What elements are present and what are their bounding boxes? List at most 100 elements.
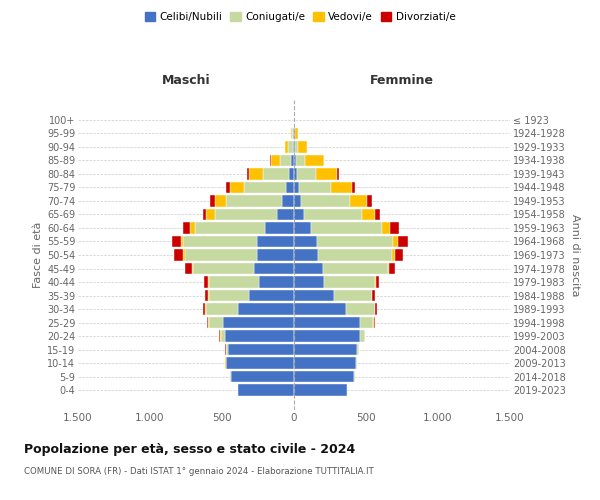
Bar bbox=[296, 154, 305, 166]
Bar bbox=[294, 371, 355, 382]
Bar bbox=[209, 290, 250, 302]
Bar bbox=[294, 276, 324, 288]
Y-axis label: Anni di nascita: Anni di nascita bbox=[569, 214, 580, 296]
Bar bbox=[208, 276, 209, 288]
Legend: Celibi/Nubili, Coniugati/e, Vedovi/e, Divorziati/e: Celibi/Nubili, Coniugati/e, Vedovi/e, Di… bbox=[140, 8, 460, 26]
Bar bbox=[254, 263, 294, 274]
Bar bbox=[294, 154, 296, 166]
Bar bbox=[316, 168, 337, 179]
Bar bbox=[350, 195, 367, 206]
Bar bbox=[225, 330, 294, 342]
Bar bbox=[324, 276, 374, 288]
Bar bbox=[203, 304, 205, 315]
Bar bbox=[257, 236, 294, 247]
Bar bbox=[226, 195, 283, 206]
Bar bbox=[367, 195, 373, 206]
Bar bbox=[294, 222, 311, 234]
Bar bbox=[294, 290, 334, 302]
Bar bbox=[294, 250, 319, 260]
Bar bbox=[319, 250, 392, 260]
Bar bbox=[294, 330, 360, 342]
Bar bbox=[295, 128, 298, 139]
Bar bbox=[291, 154, 294, 166]
Bar bbox=[286, 141, 288, 152]
Bar bbox=[286, 182, 294, 193]
Bar bbox=[394, 236, 398, 247]
Bar bbox=[204, 276, 208, 288]
Bar bbox=[294, 128, 295, 139]
Bar bbox=[311, 222, 382, 234]
Bar bbox=[223, 317, 294, 328]
Bar bbox=[382, 222, 391, 234]
Bar bbox=[205, 290, 208, 302]
Text: COMUNE DI SORA (FR) - Dati ISTAT 1° gennaio 2024 - Elaborazione TUTTITALIA.IT: COMUNE DI SORA (FR) - Dati ISTAT 1° genn… bbox=[24, 468, 374, 476]
Bar bbox=[185, 250, 257, 260]
Bar bbox=[301, 195, 350, 206]
Bar bbox=[209, 276, 259, 288]
Bar bbox=[293, 128, 294, 139]
Bar bbox=[294, 168, 297, 179]
Bar bbox=[294, 317, 360, 328]
Bar bbox=[298, 141, 307, 152]
Bar bbox=[248, 168, 263, 179]
Bar bbox=[219, 330, 220, 342]
Bar bbox=[226, 358, 294, 369]
Bar bbox=[292, 128, 293, 139]
Bar bbox=[374, 276, 376, 288]
Bar bbox=[215, 208, 277, 220]
Bar bbox=[208, 317, 209, 328]
Bar bbox=[203, 208, 206, 220]
Bar bbox=[247, 168, 248, 179]
Bar bbox=[376, 304, 377, 315]
Bar bbox=[295, 141, 298, 152]
Y-axis label: Fasce di età: Fasce di età bbox=[32, 222, 43, 288]
Bar bbox=[362, 208, 374, 220]
Text: Maschi: Maschi bbox=[161, 74, 211, 88]
Bar bbox=[373, 290, 376, 302]
Bar bbox=[395, 250, 403, 260]
Bar bbox=[271, 154, 280, 166]
Bar bbox=[215, 195, 226, 206]
Bar bbox=[194, 222, 265, 234]
Bar bbox=[304, 208, 362, 220]
Bar bbox=[238, 384, 294, 396]
Bar bbox=[391, 222, 399, 234]
Bar bbox=[238, 304, 294, 315]
Bar bbox=[317, 236, 394, 247]
Bar bbox=[225, 344, 226, 356]
Bar bbox=[337, 168, 338, 179]
Bar bbox=[331, 182, 352, 193]
Bar bbox=[323, 263, 388, 274]
Bar bbox=[206, 208, 215, 220]
Bar bbox=[291, 128, 292, 139]
Bar bbox=[398, 236, 409, 247]
Bar bbox=[226, 182, 230, 193]
Bar bbox=[175, 250, 183, 260]
Bar bbox=[294, 182, 299, 193]
Bar bbox=[293, 141, 294, 152]
Bar bbox=[263, 168, 289, 179]
Bar bbox=[294, 304, 346, 315]
Bar bbox=[294, 344, 358, 356]
Bar bbox=[305, 154, 323, 166]
Bar bbox=[206, 304, 238, 315]
Bar bbox=[376, 276, 379, 288]
Bar bbox=[297, 168, 316, 179]
Bar bbox=[190, 222, 194, 234]
Bar bbox=[250, 290, 294, 302]
Bar bbox=[294, 236, 317, 247]
Bar bbox=[294, 263, 323, 274]
Bar bbox=[289, 168, 294, 179]
Bar bbox=[373, 317, 374, 328]
Bar bbox=[193, 263, 254, 274]
Bar bbox=[360, 330, 365, 342]
Bar bbox=[183, 236, 257, 247]
Bar bbox=[360, 317, 373, 328]
Bar bbox=[374, 304, 376, 315]
Bar bbox=[294, 141, 295, 152]
Bar bbox=[294, 195, 301, 206]
Bar bbox=[388, 263, 389, 274]
Bar bbox=[334, 290, 372, 302]
Bar bbox=[277, 208, 294, 220]
Bar bbox=[183, 222, 190, 234]
